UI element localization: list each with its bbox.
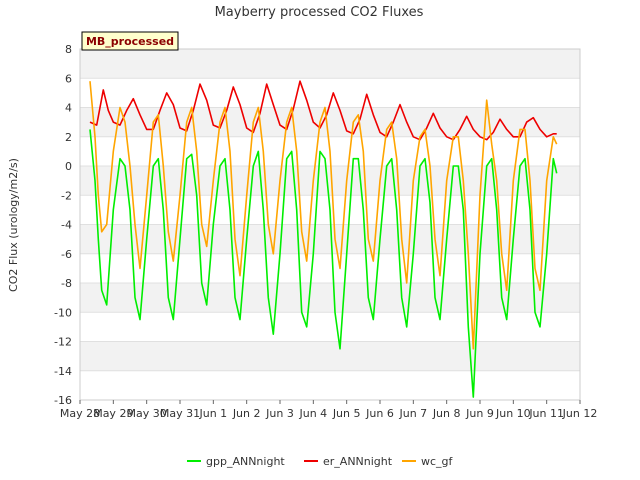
legend-label-wc_gf: wc_gf xyxy=(421,455,454,468)
background-band xyxy=(80,253,580,283)
series-layer xyxy=(89,80,558,398)
y-tick-label: 4 xyxy=(65,102,72,115)
legend-label-er_ANNnight: er_ANNnight xyxy=(323,455,393,468)
x-tick-label: Jun 2 xyxy=(232,407,261,420)
background-band xyxy=(80,107,580,137)
series-line-er_ANNnight xyxy=(89,80,557,141)
background-band xyxy=(80,224,580,254)
plot-background-bands xyxy=(80,49,580,400)
y-tick-label: 8 xyxy=(65,43,72,56)
y-tick-label: -8 xyxy=(61,277,72,290)
chart-title: Mayberry processed CO2 Fluxes xyxy=(215,5,424,20)
x-tick-label: Jun 8 xyxy=(432,407,461,420)
legend: gpp_ANNnight er_ANNnight wc_gf xyxy=(187,455,454,468)
y-tick-label: -6 xyxy=(61,248,72,261)
y-tick-label: -16 xyxy=(54,394,72,407)
x-tick-label: Jun 12 xyxy=(562,407,598,420)
series-line-wc_gf xyxy=(89,81,558,350)
y-tick-label: 6 xyxy=(65,72,72,85)
background-band xyxy=(80,166,580,196)
background-band xyxy=(80,341,580,371)
series-line-gpp_ANNnight xyxy=(89,129,558,398)
x-tick-label: Jun 7 xyxy=(398,407,427,420)
y-tick-label: -14 xyxy=(54,365,72,378)
dataset-tag-box xyxy=(81,31,179,51)
x-tick-label: Jun 4 xyxy=(298,407,327,420)
background-band xyxy=(80,312,580,342)
background-band xyxy=(80,283,580,313)
y-tick-label: -10 xyxy=(54,306,72,319)
x-tick-label: Jun 5 xyxy=(332,407,361,420)
y-tick-label: -12 xyxy=(54,336,72,349)
dataset-tag-label: MB_processed xyxy=(86,35,174,48)
x-tick-label: Jun 10 xyxy=(495,407,531,420)
x-tick-label: Jun 3 xyxy=(265,407,294,420)
x-tick-label: May 28 xyxy=(60,407,100,420)
y-tick-label: -2 xyxy=(61,189,72,202)
x-tick-label: May 31 xyxy=(160,407,200,420)
y-tick-label: 2 xyxy=(65,131,72,144)
x-tick-label: May 30 xyxy=(127,407,167,420)
dataset-tag: MB_processed xyxy=(81,31,179,51)
x-tick-label: Jun 6 xyxy=(365,407,394,420)
y-axis-label: CO2 Flux (urology/m2/s) xyxy=(7,158,20,292)
x-tick-label: Jun 9 xyxy=(465,407,494,420)
y-tick-label: -4 xyxy=(61,219,72,232)
y-tick-label: 0 xyxy=(65,160,72,173)
x-tick-label: Jun 11 xyxy=(528,407,564,420)
y-axis-ticks: -16 -14 -12 -10 -8 -6 -4 -2 0 2 4 6 8 xyxy=(54,43,72,407)
x-tick-label: Jun 1 xyxy=(198,407,227,420)
legend-label-gpp_ANNnight: gpp_ANNnight xyxy=(206,455,285,468)
background-band xyxy=(80,49,580,79)
background-band xyxy=(80,370,580,400)
plot-frame xyxy=(79,48,581,401)
x-tick-label: May 29 xyxy=(93,407,133,420)
